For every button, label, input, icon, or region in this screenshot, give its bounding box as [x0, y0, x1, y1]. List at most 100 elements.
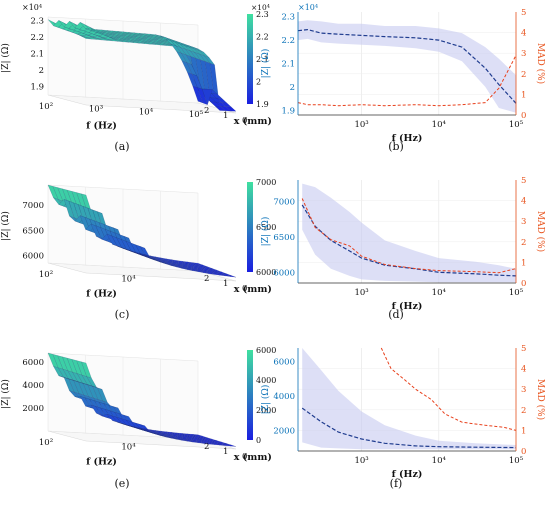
- z-tick-label: 4000: [22, 381, 44, 391]
- left-axis-label: |Z| (Ω): [260, 217, 271, 247]
- colorbar-tick-label: 1.9: [256, 100, 269, 109]
- left-tick-label: 2000: [273, 426, 295, 436]
- mad-series-line: [301, 198, 517, 274]
- f-tick-label: 10⁴: [139, 107, 154, 117]
- x-mm-tick-label: 2: [204, 442, 209, 452]
- colorbar-tick-label: 2.1: [256, 55, 269, 64]
- right-axis-label: MAD (%): [535, 379, 546, 420]
- caption-d: (d): [388, 308, 404, 321]
- right-axis-label: MAD (%): [535, 211, 546, 252]
- f-tick-label: 10⁴: [121, 442, 136, 452]
- colorbar-tick-label: 2: [256, 78, 261, 87]
- surface-panel-c: 6000 6500 7000 |Z| (Ω) 10² 10⁴ f (Hz) 0 1 2 x (mm)…: [0, 178, 276, 300]
- surface-panel-a: 1.9 2 2.1 2.2 2.3 |Z| (Ω) ×10⁴ 10² 10³ 10⁴ 10⁵ f (H…: [0, 3, 272, 132]
- x-mm-tick-label: 2: [204, 106, 209, 116]
- mad-series-line: [297, 55, 517, 107]
- z-scale-label: ×10⁴: [22, 3, 42, 12]
- z-tick-label: 2.2: [30, 33, 44, 43]
- f-axis-label: f (Hz): [86, 121, 117, 132]
- colorbar: [247, 14, 253, 104]
- x-mm-tick-label: 1: [223, 111, 228, 121]
- colorbar-tick-label: 6000: [256, 268, 276, 277]
- colorbar-tick-label: 0: [256, 436, 261, 445]
- colorbar: [247, 182, 253, 272]
- left-scale-label: ×10⁴: [298, 3, 318, 12]
- f-tick-label: 10³: [89, 105, 103, 115]
- x-mm-tick-label: 0: [242, 452, 247, 462]
- z-tick-label: 2.1: [30, 50, 44, 60]
- caption-a: (a): [114, 140, 129, 153]
- colorbar: [247, 350, 253, 440]
- impedance-series-line: [301, 407, 517, 449]
- left-tick-label: 2.1: [281, 60, 295, 70]
- f-axis-label: f (Hz): [86, 289, 117, 300]
- caption-f: (f): [390, 477, 403, 490]
- right-tick-label: 3: [521, 217, 526, 227]
- colorbar-tick-label: 7000: [256, 178, 276, 187]
- left-axis-label: |Z| (Ω): [260, 385, 271, 415]
- right-tick-label: 1: [521, 90, 526, 100]
- left-tick-label: 7000: [273, 197, 295, 207]
- f-tick-label: 10²: [39, 438, 53, 448]
- x-tick-label: 10⁴: [432, 456, 447, 466]
- x-tick-label: 10³: [354, 288, 368, 298]
- x-axis-label: f (Hz): [392, 133, 423, 144]
- z-axis-label: |Z| (Ω): [0, 211, 11, 241]
- surface-facet: [192, 85, 204, 104]
- z-axis-label: |Z| (Ω): [0, 379, 11, 409]
- x-mm-axis-label: x (mm): [234, 116, 272, 127]
- z-tick-label: 6000: [22, 251, 44, 261]
- impedance-series-line: [297, 28, 517, 104]
- right-tick-label: 0: [521, 111, 526, 121]
- x-mm-tick-label: 0: [242, 116, 247, 126]
- x-mm-tick-label: 2: [204, 274, 209, 284]
- colorbar-tick-label: 6500: [256, 223, 276, 232]
- surface-panel-e: 2000 4000 6000 |Z| (Ω) 10² 10⁴ f (Hz) 0 1 2 x (mm)…: [0, 346, 276, 468]
- x-tick-label: 10⁵: [509, 120, 524, 130]
- z-tick-label: 6500: [22, 226, 44, 236]
- right-tick-label: 0: [521, 447, 526, 457]
- right-tick-label: 3: [521, 49, 526, 59]
- caption-c: (c): [115, 308, 130, 321]
- right-tick-label: 1: [521, 258, 526, 268]
- left-tick-label: 6000: [273, 358, 295, 368]
- right-tick-label: 2: [521, 406, 526, 416]
- std-band: [302, 348, 516, 450]
- surface-facet: [192, 262, 203, 266]
- line-panel-d: 10³ 10⁴ 10⁵ f (Hz) 6000 6500 7000|Z| (Ω) 0 1 2 3 4 5…: [260, 176, 546, 312]
- left-tick-label: 2: [290, 83, 295, 93]
- colorbar-tick-label: 6000: [256, 346, 276, 355]
- f-tick-label: 10²: [39, 270, 53, 280]
- z-tick-label: 7000: [22, 201, 44, 211]
- surface-facet: [192, 434, 203, 437]
- left-tick-label: 6000: [273, 268, 295, 278]
- left-tick-label: 2.2: [281, 36, 295, 46]
- x-mm-tick-label: 0: [242, 284, 247, 294]
- x-mm-axis-label: x (mm): [234, 452, 272, 463]
- right-tick-label: 5: [521, 344, 526, 354]
- line-panel-f: 10³ 10⁴ 10⁵ f (Hz) 2000 4000 6000 |Z| (Ω) 0 1 2 3 4 5…: [260, 344, 546, 480]
- x-tick-label: 10³: [354, 120, 368, 130]
- x-tick-label: 10⁵: [509, 456, 524, 466]
- z-tick-label: 2000: [22, 404, 44, 414]
- right-tick-label: 2: [521, 70, 526, 80]
- z-tick-label: 1.9: [30, 83, 44, 93]
- std-band: [298, 20, 516, 113]
- z-tick-label: 2.3: [30, 16, 44, 26]
- f-tick-label: 10²: [39, 102, 53, 112]
- left-tick-label: 1.9: [281, 106, 295, 116]
- x-mm-axis-label: x (mm): [234, 284, 272, 295]
- z-tick-label: 2: [39, 66, 44, 76]
- right-axis-label: MAD (%): [535, 43, 546, 84]
- z-tick-label: 6000: [22, 358, 44, 368]
- right-tick-label: 1: [521, 426, 526, 436]
- z-axis-label: |Z| (Ω): [0, 43, 11, 73]
- left-tick-label: 2.3: [281, 13, 295, 23]
- mad-series-line: [380, 347, 517, 431]
- x-axis-label: f (Hz): [392, 301, 423, 312]
- line-panel-b: 10³ 10⁴ 10⁵ f (Hz) 1.9 2 2.1 2.2 2.3×10⁴ |Z| (Ω) 0…: [260, 3, 546, 144]
- x-mm-tick-label: 1: [223, 447, 228, 457]
- colorbar-tick-label: 4000: [256, 376, 276, 385]
- colorbar-tick-label: 2.3: [256, 10, 269, 19]
